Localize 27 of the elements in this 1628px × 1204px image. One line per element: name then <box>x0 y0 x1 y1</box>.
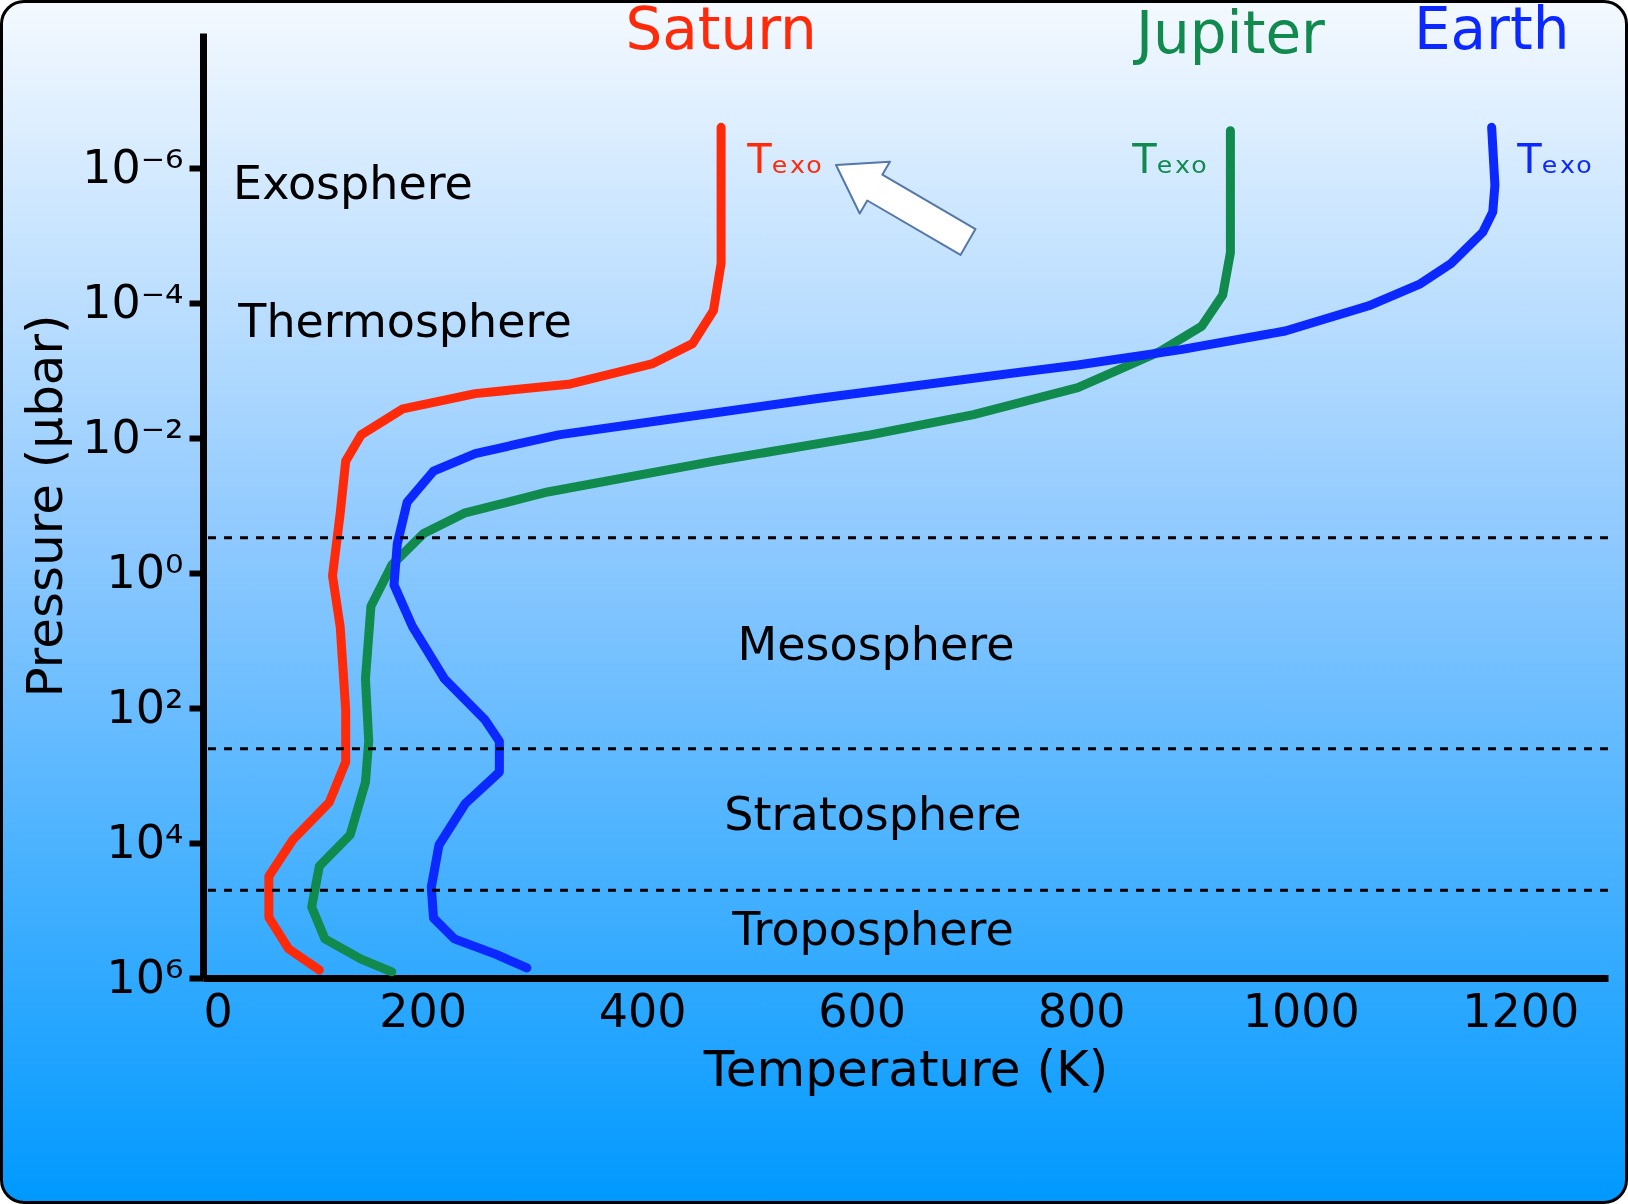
x-tick-label: 800 <box>1037 983 1126 1038</box>
y-tick-label: 10² <box>106 679 184 734</box>
y-tick-label: 10⁴ <box>106 814 184 869</box>
x-tick-label: 600 <box>818 983 906 1038</box>
y-axis-title: Pressure (µbar) <box>16 314 75 698</box>
series-label: Earth <box>1413 0 1570 64</box>
x-axis-title: Temperature (K) <box>702 1039 1109 1098</box>
series-label: Saturn <box>625 0 817 64</box>
x-tick-label: 1000 <box>1242 983 1360 1038</box>
y-tick-label: 10⁻² <box>82 409 184 464</box>
annotation: Tₑₓₒ <box>1516 136 1593 182</box>
x-tick-label: 400 <box>598 983 687 1038</box>
annotation: Tₑₓₒ <box>746 136 823 182</box>
annotation: Tₑₓₒ <box>1131 136 1208 182</box>
annotation: Thermosphere <box>237 294 572 348</box>
x-tick-label: 0 <box>203 983 233 1038</box>
y-tick-label: 10⁶ <box>106 949 184 1004</box>
series-label: Jupiter <box>1132 0 1326 67</box>
annotation: Stratosphere <box>724 787 1022 841</box>
y-tick-label: 10⁻⁴ <box>82 274 184 329</box>
y-tick-label: 10⁰ <box>106 544 184 599</box>
y-tick-label: 10⁻⁶ <box>82 139 184 194</box>
x-tick-label: 1200 <box>1462 983 1580 1038</box>
annotation: Troposphere <box>731 902 1014 956</box>
annotation: Mesosphere <box>737 617 1015 671</box>
x-tick-label: 200 <box>379 983 467 1038</box>
annotation: Exosphere <box>233 156 473 210</box>
